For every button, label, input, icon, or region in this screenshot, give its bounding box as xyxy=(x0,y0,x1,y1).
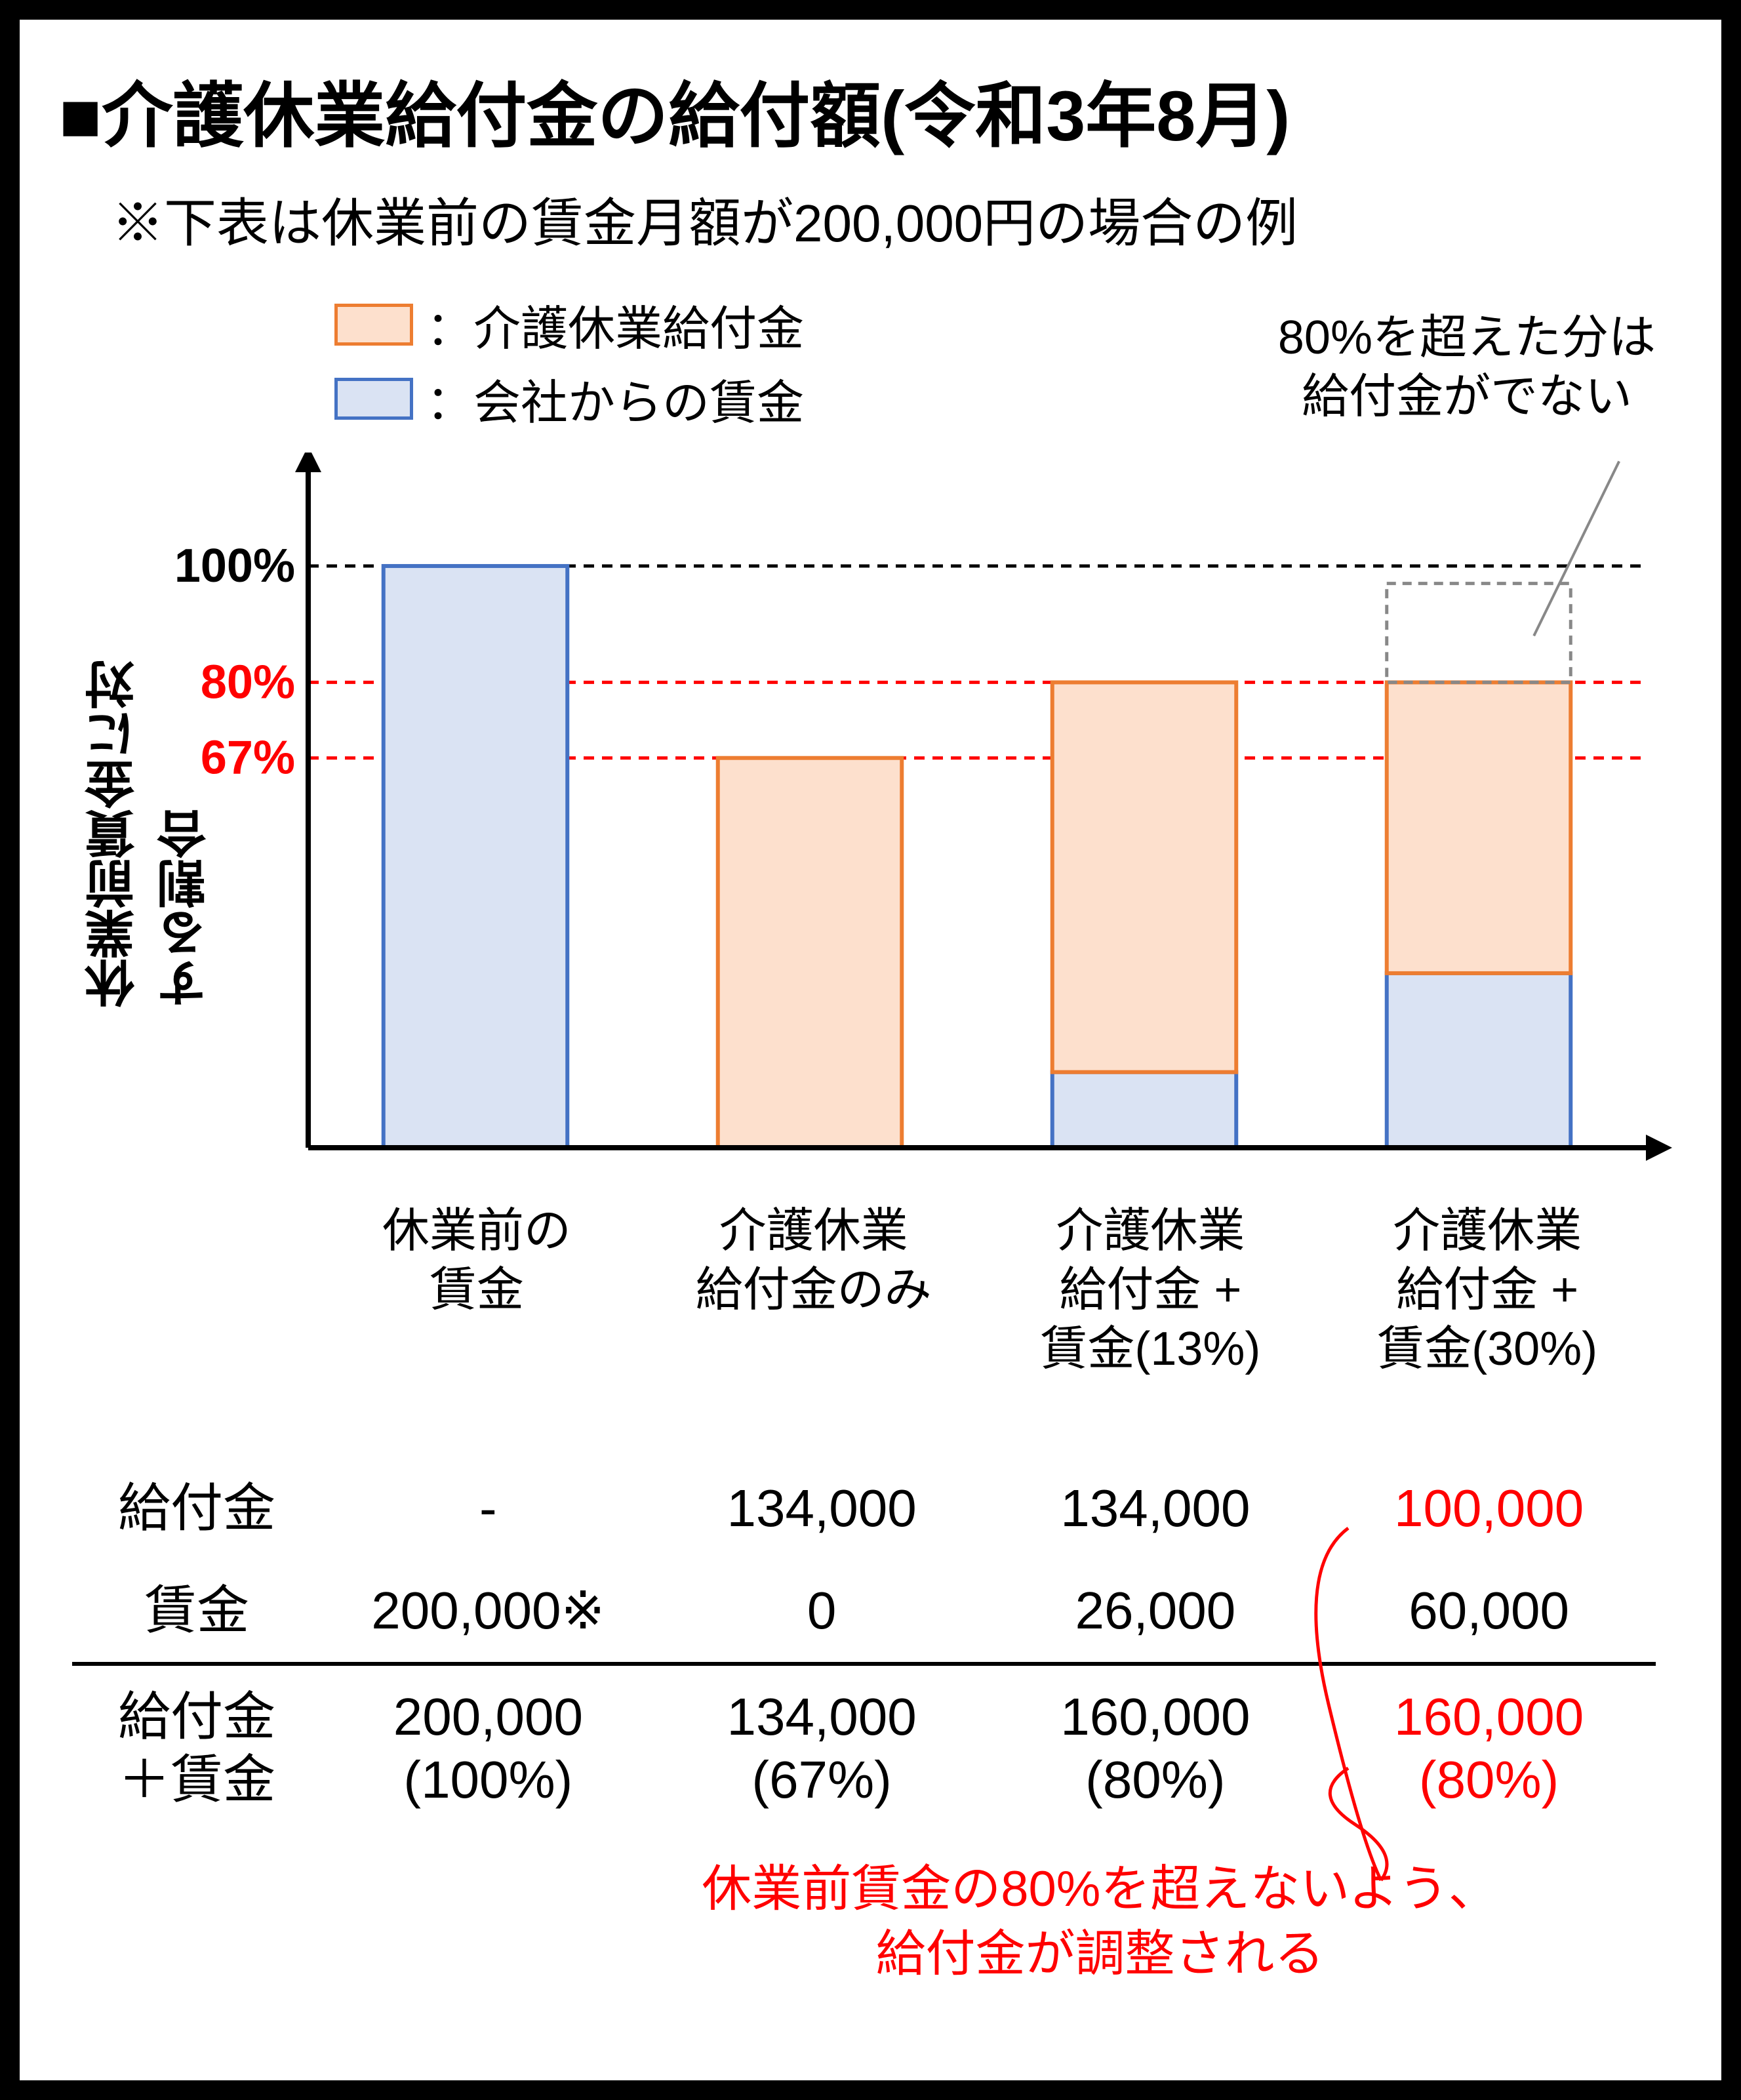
svg-text:100%: 100% xyxy=(174,540,295,592)
x-axis-label: 介護休業給付金のみ xyxy=(645,1201,982,1379)
legend-label-benefit: ：介護休業給付金 xyxy=(426,290,804,359)
table-cell: 134,000 xyxy=(989,1477,1323,1540)
chart-area: 休業前賃金に対する割合 80%を超えた分は 給付金がでない 100%80%67% xyxy=(125,453,1682,1194)
data-table: 給付金-134,000134,000100,000賃金200,000※026,0… xyxy=(72,1457,1656,1831)
footnote-line2: 給付金が調整される xyxy=(518,1922,1682,1987)
x-axis-label: 介護休業給付金 +賃金(30%) xyxy=(1319,1201,1656,1379)
table-cell: 60,000 xyxy=(1322,1579,1656,1642)
x-axis-label: 介護休業給付金 +賃金(13%) xyxy=(982,1201,1319,1379)
footnote-line1: 休業前賃金の80%を超えないよう、 xyxy=(518,1857,1682,1922)
page-title: ■介護休業給付金の給付額(令和3年8月) xyxy=(59,59,1682,161)
table-cell: 160,000(80%) xyxy=(989,1686,1323,1811)
legend-label-wage: ：会社からの賃金 xyxy=(426,364,804,433)
x-axis-labels: 休業前の賃金介護休業給付金のみ介護休業給付金 +賃金(13%)介護休業給付金 +… xyxy=(125,1201,1656,1379)
table-cell: 160,000(80%) xyxy=(1322,1686,1656,1811)
y-axis-label: 休業前賃金に対する割合 xyxy=(79,638,223,1009)
table-cell: 0 xyxy=(655,1579,989,1642)
annotation-line1: 80%を超えた分は xyxy=(1278,308,1656,367)
overflow-annotation: 80%を超えた分は 給付金がでない xyxy=(1278,308,1656,426)
x-axis-label: 休業前の賃金 xyxy=(308,1201,645,1379)
table-cell: - xyxy=(321,1477,655,1540)
bar-chart: 100%80%67% xyxy=(125,453,1672,1174)
table-row-head: 賃金 xyxy=(72,1579,321,1642)
table-cell: 134,000(67%) xyxy=(655,1686,989,1811)
table-row: 給付金-134,000134,000100,000 xyxy=(72,1457,1656,1560)
table-cell: 26,000 xyxy=(989,1579,1323,1642)
table-cell: 200,000(100%) xyxy=(321,1686,655,1811)
legend-swatch-wage xyxy=(334,378,413,420)
table-cell: 200,000※ xyxy=(321,1579,655,1642)
table-cell: 134,000 xyxy=(655,1477,989,1540)
annotation-line2: 給付金がでない xyxy=(1278,367,1656,426)
table-cell: 100,000 xyxy=(1322,1477,1656,1540)
legend-swatch-benefit xyxy=(334,304,413,346)
table-row: 給付金＋賃金200,000(100%)134,000(67%)160,000(8… xyxy=(72,1662,1656,1831)
table-row-head: 給付金 xyxy=(72,1477,321,1540)
table-row: 賃金200,000※026,00060,000 xyxy=(72,1560,1656,1662)
figure-frame: ■介護休業給付金の給付額(令和3年8月) ※下表は休業前の賃金月額が200,00… xyxy=(0,0,1741,2100)
subtitle: ※下表は休業前の賃金月額が200,000円の場合の例 xyxy=(111,181,1682,257)
table-row-head: 給付金＋賃金 xyxy=(72,1686,321,1811)
footnote: 休業前賃金の80%を超えないよう、 給付金が調整される xyxy=(518,1857,1682,1987)
